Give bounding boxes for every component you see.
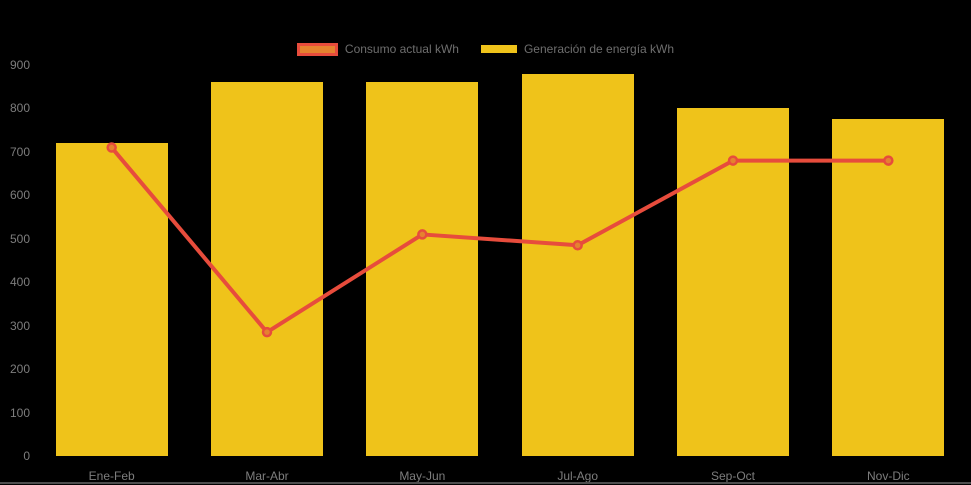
y-tick-label: 700 <box>9 144 30 159</box>
y-tick-label: 800 <box>9 101 30 116</box>
x-axis-label: Ene-Feb <box>88 469 135 483</box>
consumption-point[interactable] <box>727 155 739 166</box>
y-tick-label: 600 <box>9 188 30 203</box>
generation-bar[interactable] <box>677 108 789 456</box>
x-axis-line <box>0 482 971 484</box>
generation-bar[interactable] <box>211 82 323 456</box>
consumption-point[interactable] <box>261 326 273 338</box>
consumption-line <box>109 145 891 335</box>
x-axis-label: Mar-Abr <box>245 469 289 483</box>
y-tick-label: 0 <box>23 449 30 463</box>
consumption-point[interactable] <box>106 142 117 153</box>
x-axis-label: Jul-Ago <box>557 469 598 483</box>
x-axis-label: Sep-Oct <box>710 469 755 483</box>
generation-bar[interactable] <box>55 143 168 456</box>
consumption-point[interactable] <box>572 240 583 251</box>
legend-label-generacion: Generación de energía kWh <box>523 42 675 56</box>
generation-bar[interactable] <box>521 73 634 456</box>
y-tick-label: 400 <box>9 275 30 290</box>
y-tick-label: 300 <box>9 318 30 333</box>
chart-legend: Consumo actual kWh Generación de energía… <box>0 40 971 58</box>
x-axis-label: Nov-Dic <box>866 469 910 483</box>
consumption-point[interactable] <box>417 229 428 240</box>
y-tick-label: 100 <box>9 405 30 420</box>
y-tick-label: 900 <box>9 58 30 72</box>
legend-item-consumo[interactable]: Consumo actual kWh <box>296 42 459 56</box>
generation-bar[interactable] <box>832 119 945 456</box>
y-tick-label: 200 <box>9 362 30 377</box>
x-axis-label: May-Jun <box>399 469 446 483</box>
consumption-point[interactable] <box>883 155 894 166</box>
legend-swatch-line-icon <box>296 42 338 56</box>
legend-swatch-bar-icon <box>480 45 517 53</box>
y-tick-label: 500 <box>9 231 30 246</box>
legend-item-generacion[interactable]: Generación de energía kWh <box>480 42 675 56</box>
generation-bar[interactable] <box>366 82 479 456</box>
legend-label-consumo: Consumo actual kWh <box>344 42 459 56</box>
